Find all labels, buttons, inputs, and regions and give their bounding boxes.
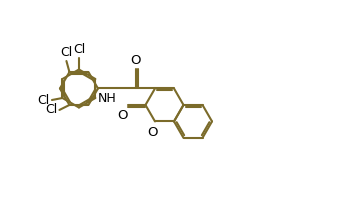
Text: Cl: Cl bbox=[73, 44, 85, 57]
Text: Cl: Cl bbox=[45, 103, 57, 116]
Text: Cl: Cl bbox=[60, 46, 73, 59]
Text: NH: NH bbox=[98, 92, 117, 105]
Text: Cl: Cl bbox=[38, 94, 50, 107]
Text: O: O bbox=[131, 55, 141, 68]
Text: O: O bbox=[148, 126, 158, 139]
Text: O: O bbox=[118, 109, 128, 122]
